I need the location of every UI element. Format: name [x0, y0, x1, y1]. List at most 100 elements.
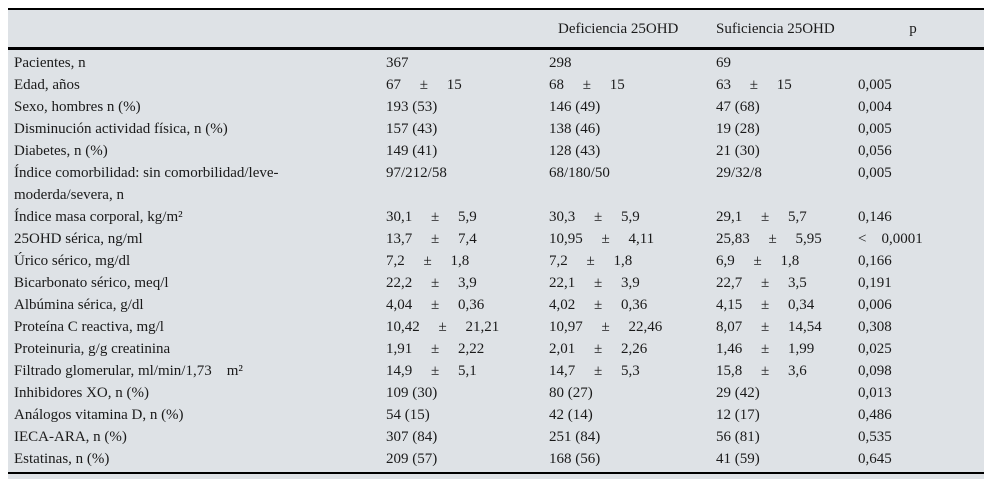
row-label: Albúmina sérica, g/dl [14, 297, 144, 313]
table-header-row: Deficiencia 25OHD Suficiencia 25OHD p [8, 10, 984, 50]
cell-total: 14,9 ± 5,1 [386, 363, 477, 379]
table-row-urico: Úrico sérico, mg/dl 7,2 ± 1,8 7,2 ± 1,8 … [8, 250, 984, 272]
cell-p: 0,005 [858, 77, 892, 93]
cell-suficiencia: 25,83 ± 5,95 [716, 231, 822, 247]
cell-p: 0,005 [858, 165, 892, 181]
cell-total: 149 (41) [386, 143, 438, 159]
cell-deficiencia: 128 (43) [549, 143, 601, 159]
table-row-estatinas: Estatinas, n (%) 209 (57) 168 (56) 41 (5… [8, 448, 984, 470]
row-label: Índice masa corporal, kg/m² [14, 209, 183, 225]
table-row-inhibidores-xo: Inhibidores XO, n (%) 109 (30) 80 (27) 2… [8, 382, 984, 404]
cell-deficiencia: 138 (46) [549, 121, 601, 137]
cell-p: 0,645 [858, 451, 892, 467]
row-label: Proteinuria, g/g creatinina [14, 341, 171, 357]
cell-p: 0,308 [858, 319, 892, 335]
cell-total: 67 ± 15 [386, 77, 462, 93]
cell-suficiencia: 29 (42) [716, 385, 760, 401]
cell-suficiencia: 41 (59) [716, 451, 760, 467]
comparison-table: Deficiencia 25OHD Suficiencia 25OHD p Pa… [8, 8, 984, 479]
cell-suficiencia: 19 (28) [716, 121, 760, 137]
table-row-imc: Índice masa corporal, kg/m² 30,1 ± 5,9 3… [8, 206, 984, 228]
table-row-analogos-vitamina-d: Análogos vitamina D, n (%) 54 (15) 42 (1… [8, 404, 984, 426]
cell-deficiencia: 68/180/50 [549, 165, 610, 181]
cell-suficiencia: 6,9 ± 1,8 [716, 253, 800, 269]
cell-deficiencia: 68 ± 15 [549, 77, 625, 93]
row-label: Edad, años [14, 77, 80, 93]
cell-total: 10,42 ± 21,21 [386, 319, 500, 335]
row-label: Úrico sérico, mg/dl [14, 253, 131, 269]
cell-deficiencia: 14,7 ± 5,3 [549, 363, 640, 379]
row-label: Proteína C reactiva, mg/l [14, 319, 164, 335]
row-label: Índice comorbilidad: sin comorbilidad/le… [14, 165, 279, 203]
cell-total: 7,2 ± 1,8 [386, 253, 470, 269]
cell-total: 193 (53) [386, 99, 438, 115]
header-suficiencia: Suficiencia 25OHD [716, 21, 835, 37]
table-row-sexo: Sexo, hombres n (%) 193 (53) 146 (49) 47… [8, 96, 984, 118]
cell-total: 1,91 ± 2,22 [386, 341, 485, 357]
table-row-proteinuria: Proteinuria, g/g creatinina 1,91 ± 2,22 … [8, 338, 984, 360]
header-deficiencia: Deficiencia 25OHD [558, 21, 679, 37]
cell-deficiencia: 168 (56) [549, 451, 601, 467]
cell-deficiencia: 298 [549, 55, 572, 71]
row-label: Filtrado glomerular, ml/min/1,73 m² [14, 363, 243, 379]
cell-suficiencia: 29,1 ± 5,7 [716, 209, 807, 225]
cell-p: 0,535 [858, 429, 892, 445]
cell-suficiencia: 69 [716, 55, 731, 71]
cell-suficiencia: 1,46 ± 1,99 [716, 341, 815, 357]
cell-total: 97/212/58 [386, 165, 447, 181]
cell-p: < 0,0001 [858, 231, 923, 247]
header-p-value: p [909, 21, 917, 37]
row-label: Estatinas, n (%) [14, 451, 110, 467]
cell-deficiencia: 42 (14) [549, 407, 593, 423]
cell-suficiencia: 56 (81) [716, 429, 760, 445]
cell-total: 22,2 ± 3,9 [386, 275, 477, 291]
table-row-25ohd-serica: 25OHD sérica, ng/ml 13,7 ± 7,4 10,95 ± 4… [8, 228, 984, 250]
cell-suficiencia: 15,8 ± 3,6 [716, 363, 807, 379]
cell-p: 0,191 [858, 275, 892, 291]
row-label: Bicarbonato sérico, meq/l [14, 275, 169, 291]
cell-suficiencia: 29/32/8 [716, 165, 762, 181]
row-label: Disminución actividad física, n (%) [14, 121, 228, 137]
cell-suficiencia: 22,7 ± 3,5 [716, 275, 807, 291]
table-row-pacientes: Pacientes, n 367 298 69 [8, 52, 984, 74]
table-row-diabetes: Diabetes, n (%) 149 (41) 128 (43) 21 (30… [8, 140, 984, 162]
cell-p: 0,005 [858, 121, 892, 137]
cell-deficiencia: 22,1 ± 3,9 [549, 275, 640, 291]
cell-suficiencia: 47 (68) [716, 99, 760, 115]
cell-p: 0,166 [858, 253, 892, 269]
cell-total: 307 (84) [386, 429, 438, 445]
cell-deficiencia: 4,02 ± 0,36 [549, 297, 648, 313]
cell-deficiencia: 80 (27) [549, 385, 593, 401]
row-label: Pacientes, n [14, 55, 86, 71]
cell-deficiencia: 251 (84) [549, 429, 601, 445]
table-body: Pacientes, n 367 298 69 Edad, años 67 ± … [8, 50, 984, 474]
cell-suficiencia: 4,15 ± 0,34 [716, 297, 815, 313]
cell-p: 0,146 [858, 209, 892, 225]
cell-suficiencia: 21 (30) [716, 143, 760, 159]
row-label: Diabetes, n (%) [14, 143, 108, 159]
row-label: Sexo, hombres n (%) [14, 99, 141, 115]
cell-p: 0,006 [858, 297, 892, 313]
cell-total: 109 (30) [386, 385, 438, 401]
table-row-ieca-ara: IECA-ARA, n (%) 307 (84) 251 (84) 56 (81… [8, 426, 984, 448]
cell-total: 13,7 ± 7,4 [386, 231, 477, 247]
cell-p: 0,013 [858, 385, 892, 401]
cell-deficiencia: 10,97 ± 22,46 [549, 319, 663, 335]
cell-suficiencia: 63 ± 15 [716, 77, 792, 93]
cell-total: 4,04 ± 0,36 [386, 297, 485, 313]
cell-p: 0,025 [858, 341, 892, 357]
cell-deficiencia: 30,3 ± 5,9 [549, 209, 640, 225]
table-row-comorbilidad: Índice comorbilidad: sin comorbilidad/le… [8, 162, 984, 206]
cell-suficiencia: 12 (17) [716, 407, 760, 423]
cell-total: 209 (57) [386, 451, 438, 467]
cell-total: 54 (15) [386, 407, 430, 423]
cell-p: 0,004 [858, 99, 892, 115]
cell-p: 0,098 [858, 363, 892, 379]
cell-deficiencia: 7,2 ± 1,8 [549, 253, 633, 269]
cell-deficiencia: 146 (49) [549, 99, 601, 115]
table-row-bicarbonato: Bicarbonato sérico, meq/l 22,2 ± 3,9 22,… [8, 272, 984, 294]
row-label: IECA-ARA, n (%) [14, 429, 127, 445]
table-row-filtrado-glomerular: Filtrado glomerular, ml/min/1,73 m² 14,9… [8, 360, 984, 382]
row-label: Inhibidores XO, n (%) [14, 385, 149, 401]
cell-deficiencia: 10,95 ± 4,11 [549, 231, 655, 247]
